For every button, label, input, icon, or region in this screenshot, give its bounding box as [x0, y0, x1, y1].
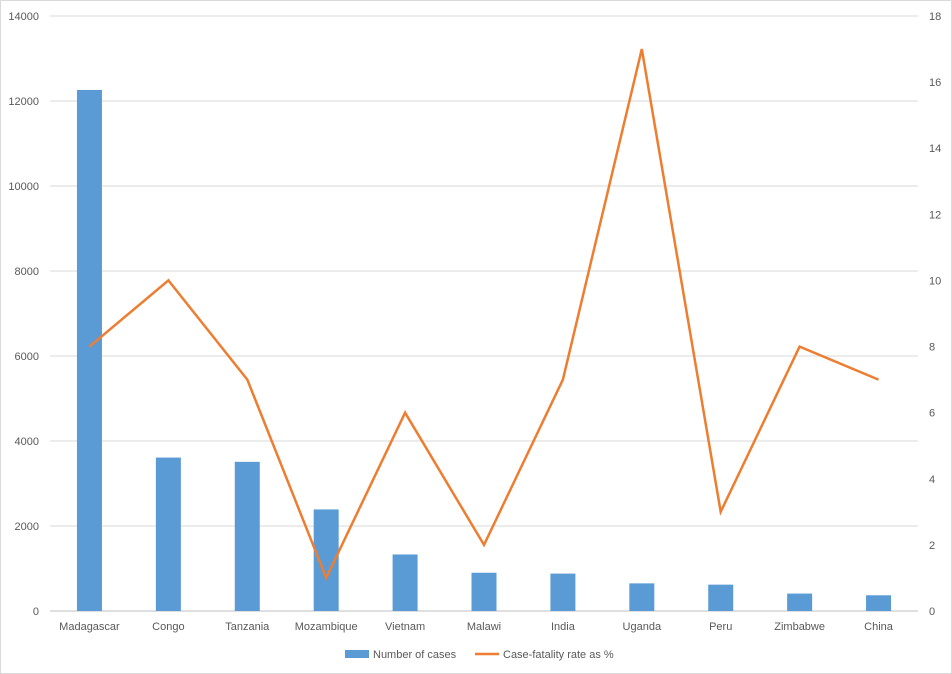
left-y-tick-label: 14000 [8, 11, 39, 23]
left-y-tick-label: 2000 [15, 521, 39, 533]
x-tick-label: Tanzania [225, 621, 270, 633]
right-y-tick-label: 14 [929, 143, 941, 155]
left-y-tick-label: 4000 [15, 436, 39, 448]
legend-swatch-bars [345, 650, 369, 658]
x-tick-label: India [551, 621, 576, 633]
right-y-tick-label: 6 [929, 408, 935, 420]
x-tick-label: Peru [709, 621, 732, 633]
left-y-tick-label: 0 [33, 606, 39, 618]
bar [550, 573, 576, 611]
right-y-axis: 0 2 4 6 8 10 12 14 16 18 [929, 11, 941, 618]
legend: Number of cases Case-fatality rate as % [345, 649, 614, 661]
gridlines [50, 15, 918, 612]
right-y-tick-label: 10 [929, 275, 941, 287]
left-y-tick-label: 8000 [15, 266, 39, 278]
right-y-tick-label: 0 [929, 606, 935, 618]
bar [76, 89, 102, 611]
x-tick-label: Zimbabwe [774, 621, 825, 633]
right-y-tick-label: 12 [929, 209, 941, 221]
left-y-axis: 0 2000 4000 6000 8000 10000 12000 14000 [8, 11, 39, 618]
right-y-tick-label: 2 [929, 540, 935, 552]
bar [708, 584, 734, 611]
right-y-tick-label: 4 [929, 474, 935, 486]
x-tick-label: China [864, 621, 894, 633]
bar [629, 583, 655, 611]
x-tick-label: Congo [152, 621, 184, 633]
right-y-tick-label: 8 [929, 342, 935, 354]
bar [471, 572, 497, 611]
legend-label-line: Case-fatality rate as % [503, 649, 614, 661]
x-tick-label: Uganda [623, 621, 662, 633]
bar [866, 595, 892, 611]
bar-series-number-of-cases [76, 89, 892, 611]
x-tick-label: Malawi [467, 621, 501, 633]
bar [787, 593, 813, 611]
left-y-tick-label: 6000 [15, 351, 39, 363]
right-y-tick-label: 16 [929, 77, 941, 89]
bar [392, 554, 418, 611]
x-axis: Madagascar Congo Tanzania Mozambique Vietnam… [59, 621, 894, 633]
x-tick-label: Mozambique [295, 621, 358, 633]
line-series-case-fatality-rate [88, 48, 879, 582]
bar [155, 457, 181, 611]
bar [234, 461, 260, 611]
x-tick-label: Vietnam [385, 621, 425, 633]
legend-label-bars: Number of cases [373, 649, 457, 661]
right-y-tick-label: 18 [929, 11, 941, 23]
series-line [88, 48, 879, 582]
x-tick-label: Madagascar [59, 621, 120, 633]
left-y-tick-label: 10000 [8, 181, 39, 193]
left-y-tick-label: 12000 [8, 96, 39, 108]
